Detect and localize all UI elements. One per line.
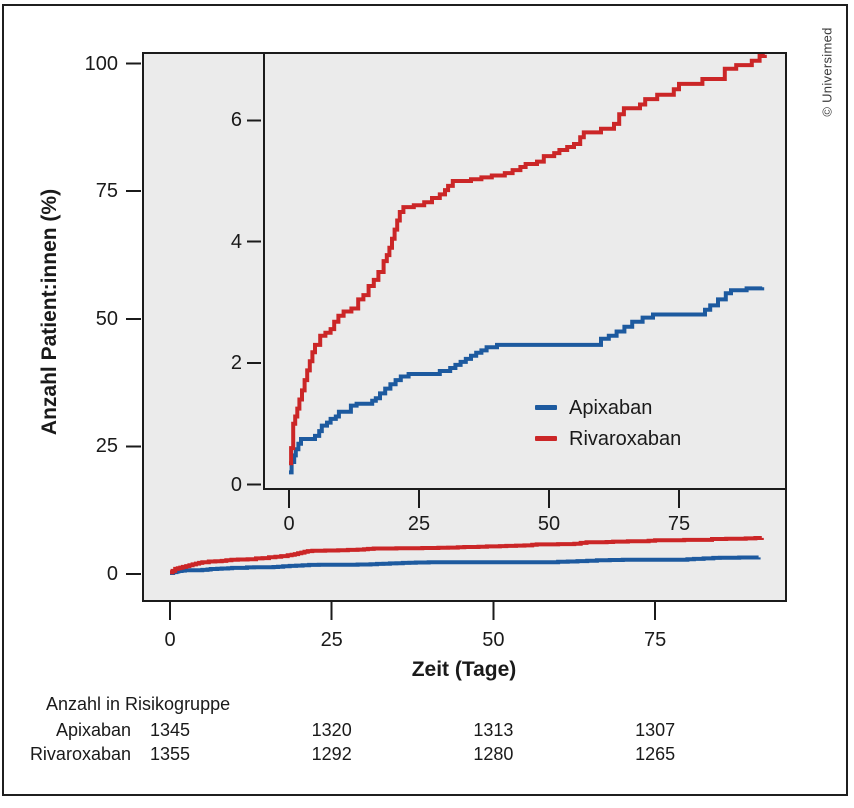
inset-y-tick-label: 6 <box>230 109 242 132</box>
rivaroxaban-line-swatch-icon <box>535 436 557 441</box>
copyright-note: © Universimed <box>819 27 835 117</box>
risk-value-rivaroxaban-t25: 1292 <box>311 744 352 764</box>
inset-y-tick-label: 2 <box>230 352 242 375</box>
risk-row-label-apixaban: Apixaban <box>55 720 131 740</box>
risk-table-title: Anzahl in Risikogruppe <box>46 694 231 714</box>
main-x-tick-label: 50 <box>482 629 505 651</box>
risk-row-label-rivaroxaban: Rivaroxaban <box>29 744 131 764</box>
inset-y-tick-label: 0 <box>230 473 242 496</box>
risk-value-apixaban-t25: 1320 <box>311 720 352 740</box>
legend-item-rivaroxaban: Rivaroxaban <box>535 423 681 454</box>
risk-value-apixaban-t0: 1345 <box>149 720 191 740</box>
main-x-tick-label: 0 <box>164 629 176 651</box>
main-x-tick-label: 25 <box>320 629 343 651</box>
inset-x-tick-label: 25 <box>407 513 431 535</box>
x-axis-title: Zeit (Tage) <box>411 658 517 681</box>
legend: Apixaban Rivaroxaban <box>535 392 681 454</box>
inset-y-tick-label: 4 <box>230 230 242 253</box>
main-y-tick-label: 75 <box>95 180 118 203</box>
risk-value-rivaroxaban-t50: 1280 <box>473 744 514 764</box>
main-y-tick-label: 50 <box>95 307 118 330</box>
main-y-tick-label: 100 <box>84 52 118 75</box>
inset-x-tick-label: 0 <box>283 513 295 535</box>
legend-label-apixaban: Apixaban <box>569 396 653 419</box>
risk-value-apixaban-t50: 1313 <box>473 720 514 740</box>
inset-x-tick-label: 50 <box>537 513 561 535</box>
main-x-tick-label: 75 <box>643 629 667 651</box>
apixaban-line-swatch-icon <box>535 405 557 410</box>
main-y-tick-label: 25 <box>95 435 118 458</box>
risk-value-apixaban-t75: 1307 <box>635 720 676 740</box>
inset-plot-panel <box>263 52 787 490</box>
risk-value-rivaroxaban-t0: 1355 <box>149 744 191 764</box>
inset-x-tick-label: 75 <box>667 513 691 535</box>
legend-item-apixaban: Apixaban <box>535 392 681 423</box>
legend-label-rivaroxaban: Rivaroxaban <box>569 427 682 450</box>
main-y-tick-label: 0 <box>106 563 118 585</box>
y-axis-title: Anzahl Patient:innen (%) <box>38 188 61 436</box>
risk-value-rivaroxaban-t75: 1265 <box>635 744 676 764</box>
